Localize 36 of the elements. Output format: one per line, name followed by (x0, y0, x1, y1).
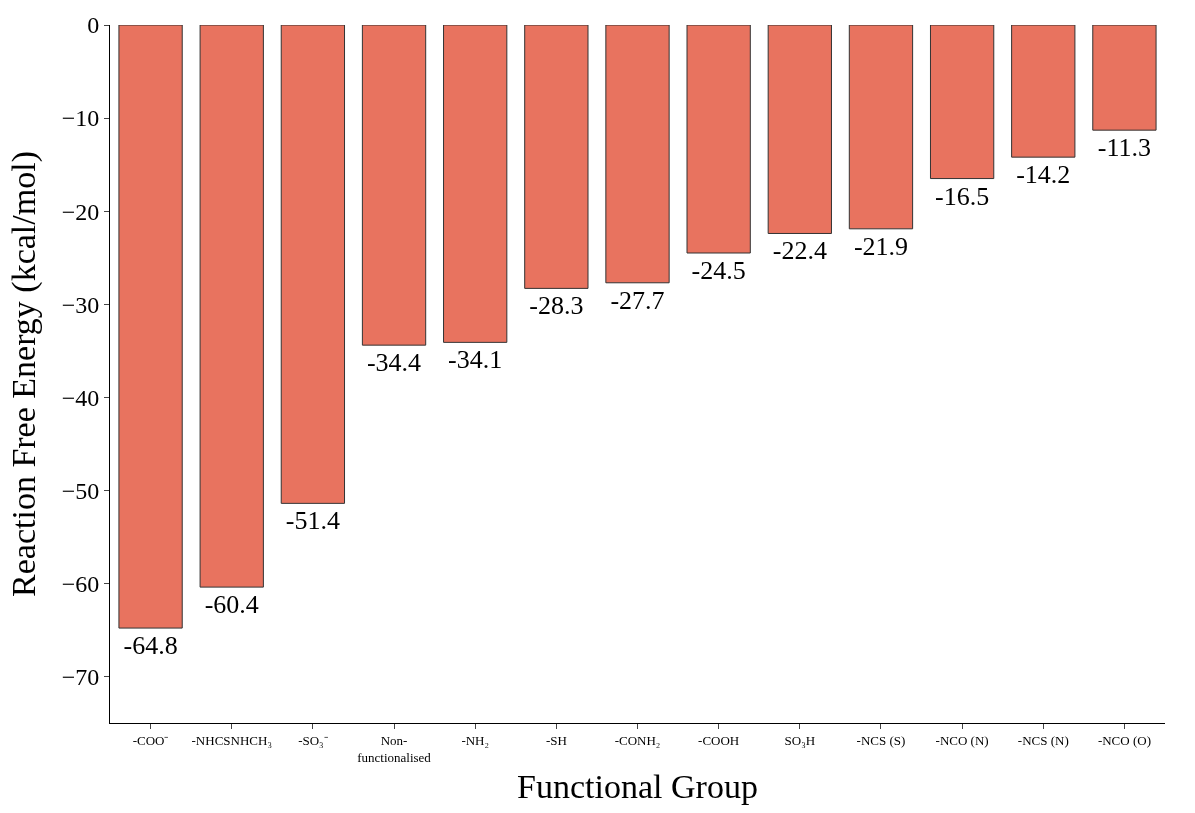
data-label: -34.1 (448, 345, 503, 375)
data-label: -21.9 (853, 231, 909, 261)
y-tick-label: −40 (61, 384, 100, 411)
data-label: -22.4 (772, 236, 827, 266)
y-tick-label: −60 (61, 570, 100, 597)
y-tick-label: −70 (61, 663, 100, 690)
y-tick-label: −50 (61, 477, 100, 504)
data-label: -24.5 (691, 256, 746, 286)
y-tick-label: −30 (61, 291, 100, 318)
data-label: -28.3 (529, 291, 584, 321)
data-label: -27.7 (610, 285, 665, 315)
data-label: -34.4 (366, 348, 422, 378)
data-label: -51.4 (285, 506, 340, 536)
data-label: -11.3 (1097, 133, 1152, 163)
x-tick-label: -NCS (N) (1017, 732, 1069, 748)
x-axis-title: Functional Group (517, 767, 758, 805)
x-tick-label: -NCS (S) (856, 732, 906, 748)
y-tick-label: 0 (87, 12, 100, 39)
y-tick-label: −10 (61, 105, 100, 132)
data-label: -64.8 (123, 631, 178, 661)
x-tick-label: -SO₃⁻ (298, 732, 328, 748)
x-tick-label: -NCO (N) (935, 732, 989, 748)
data-label: -16.5 (935, 181, 990, 211)
x-tick-label: -NHCSNHCH₃ (191, 732, 272, 748)
y-tick-label: −20 (61, 198, 100, 225)
data-label: -14.2 (1016, 160, 1071, 190)
data-label: -60.4 (204, 590, 259, 620)
x-tick-label: -SH (545, 732, 567, 748)
x-tick-label: Non- functionalised (357, 732, 432, 765)
x-tick-label: -CONH₂ (614, 732, 661, 748)
x-tick-label: -NH₂ (461, 732, 490, 748)
x-tick-label: -NCO (O) (1097, 732, 1151, 748)
x-tick-label: -COO⁻ (132, 732, 169, 748)
x-tick-label: -COOH (698, 732, 740, 748)
y-axis-title: Reaction Free Energy (kcal/mol) (5, 151, 44, 597)
x-tick-label: SO₃H (784, 732, 816, 748)
